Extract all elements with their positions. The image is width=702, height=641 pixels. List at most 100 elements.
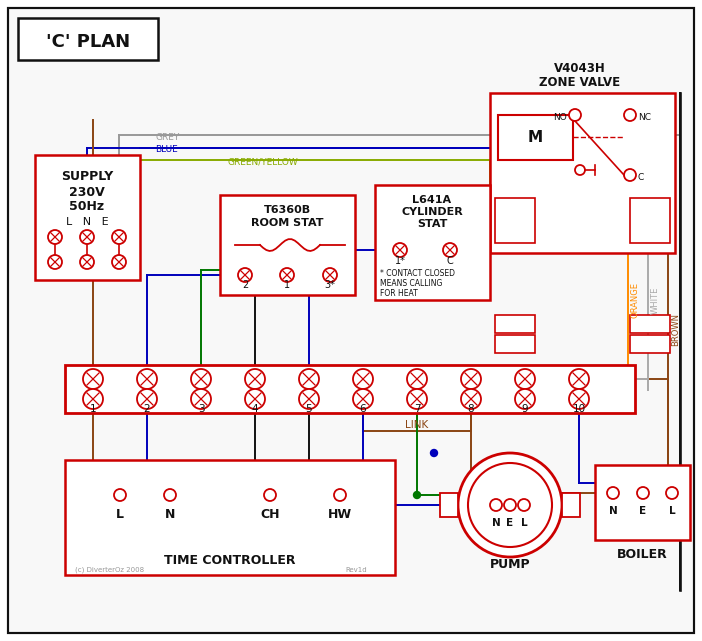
Text: E: E (506, 518, 514, 528)
Circle shape (299, 369, 319, 389)
Text: ROOM STAT: ROOM STAT (251, 218, 323, 228)
Text: L: L (521, 518, 527, 528)
Text: T6360B: T6360B (263, 205, 310, 215)
Text: 3: 3 (198, 404, 204, 414)
Circle shape (413, 492, 420, 499)
Text: BROWN: BROWN (671, 313, 680, 347)
Bar (440, 493, 458, 517)
Circle shape (393, 243, 407, 257)
Circle shape (83, 369, 103, 389)
Text: L   N   E: L N E (66, 217, 108, 227)
Text: PUMP: PUMP (490, 558, 530, 572)
Text: 1*: 1* (395, 256, 406, 266)
Text: CYLINDER: CYLINDER (401, 207, 463, 217)
Text: M: M (527, 129, 543, 144)
Bar (65, 460, 395, 575)
Text: L641A: L641A (413, 195, 451, 205)
Circle shape (430, 449, 437, 456)
Text: SUPPLY: SUPPLY (61, 171, 113, 183)
Circle shape (137, 389, 157, 409)
Bar (495, 198, 535, 243)
Bar (495, 315, 535, 333)
Circle shape (280, 268, 294, 282)
Text: C: C (446, 256, 453, 266)
Circle shape (353, 369, 373, 389)
Text: ZONE VALVE: ZONE VALVE (539, 76, 621, 88)
Text: N: N (165, 508, 176, 522)
Bar (562, 493, 580, 517)
Text: HW: HW (328, 508, 352, 522)
Text: Rev1d: Rev1d (345, 567, 366, 573)
Text: 1: 1 (284, 280, 290, 290)
Text: (c) DiverterOz 2008: (c) DiverterOz 2008 (75, 567, 144, 573)
Bar (630, 315, 670, 333)
Circle shape (191, 389, 211, 409)
Circle shape (575, 165, 585, 175)
Text: 2: 2 (242, 280, 248, 290)
Text: 7: 7 (413, 404, 420, 414)
Text: 5: 5 (305, 404, 312, 414)
Circle shape (461, 389, 481, 409)
Circle shape (468, 463, 552, 547)
Text: E: E (640, 506, 647, 516)
Circle shape (569, 389, 589, 409)
Bar (220, 195, 355, 295)
Text: GREY: GREY (155, 133, 179, 142)
Circle shape (490, 499, 502, 511)
Circle shape (83, 389, 103, 409)
Text: 50Hz: 50Hz (69, 201, 105, 213)
Bar (18, 18, 158, 60)
Text: * CONTACT CLOSED: * CONTACT CLOSED (380, 269, 455, 278)
Circle shape (624, 169, 636, 181)
Bar (630, 198, 670, 243)
Text: N: N (491, 518, 501, 528)
Text: BLUE: BLUE (155, 146, 178, 154)
Text: STAT: STAT (417, 219, 447, 229)
Circle shape (607, 487, 619, 499)
Circle shape (407, 369, 427, 389)
Text: 8: 8 (468, 404, 475, 414)
Text: GREEN/YELLOW: GREEN/YELLOW (228, 158, 299, 167)
Circle shape (191, 369, 211, 389)
Text: WHITE: WHITE (651, 287, 660, 313)
Circle shape (112, 255, 126, 269)
Text: 1: 1 (90, 404, 96, 414)
Circle shape (112, 230, 126, 244)
Circle shape (323, 268, 337, 282)
Bar (495, 335, 535, 353)
Circle shape (407, 389, 427, 409)
Circle shape (137, 369, 157, 389)
Text: L: L (669, 506, 675, 516)
Circle shape (624, 109, 636, 121)
Bar (35, 155, 140, 280)
Circle shape (114, 489, 126, 501)
Circle shape (164, 489, 176, 501)
Circle shape (245, 389, 265, 409)
Text: 230V: 230V (69, 185, 105, 199)
Circle shape (504, 499, 516, 511)
Circle shape (569, 369, 589, 389)
Text: BOILER: BOILER (616, 549, 668, 562)
Bar (595, 465, 690, 540)
Circle shape (666, 487, 678, 499)
Circle shape (515, 389, 535, 409)
Text: FOR HEAT: FOR HEAT (380, 288, 418, 297)
Bar (630, 335, 670, 353)
Bar (65, 365, 635, 413)
Circle shape (515, 369, 535, 389)
Circle shape (334, 489, 346, 501)
Circle shape (353, 389, 373, 409)
Circle shape (80, 230, 94, 244)
Circle shape (48, 255, 62, 269)
Text: NC: NC (638, 113, 651, 122)
Text: MEANS CALLING: MEANS CALLING (380, 278, 442, 288)
Text: V4043H: V4043H (554, 62, 606, 74)
Text: C: C (638, 172, 644, 181)
Circle shape (443, 243, 457, 257)
Circle shape (299, 389, 319, 409)
Text: TIME CONTROLLER: TIME CONTROLLER (164, 553, 296, 567)
Text: NO: NO (553, 113, 567, 122)
Text: 9: 9 (522, 404, 529, 414)
Text: CH: CH (260, 508, 280, 522)
Circle shape (245, 369, 265, 389)
